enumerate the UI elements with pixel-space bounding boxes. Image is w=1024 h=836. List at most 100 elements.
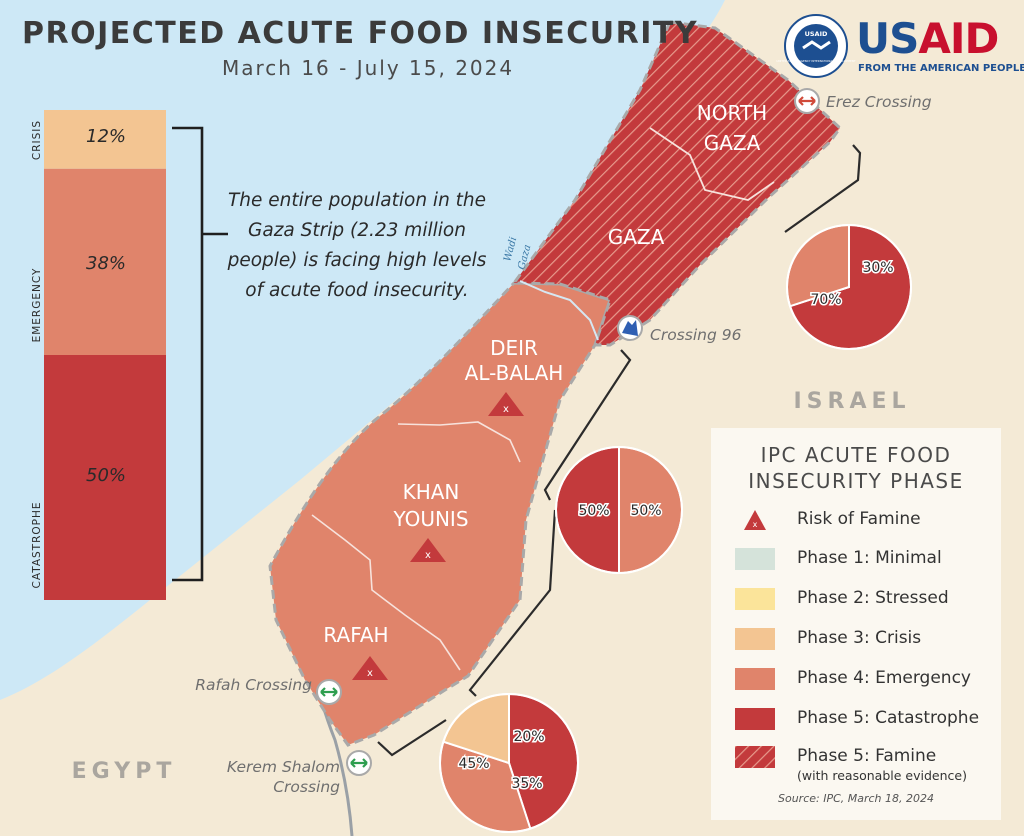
legend-hatch-swatch bbox=[735, 746, 775, 768]
famine-risk-triangle-icon: x bbox=[744, 510, 766, 530]
svg-text:x: x bbox=[753, 520, 758, 529]
famine-risk-khan: x bbox=[410, 538, 446, 562]
usaid-seal: USAID UNITED STATES AGENCY INTERNATIONAL… bbox=[776, 14, 856, 78]
boundary-rafah bbox=[311, 514, 461, 671]
page-title: PROJECTED ACUTE FOOD INSECURITY bbox=[22, 16, 699, 51]
crossing-96-marker bbox=[617, 315, 643, 341]
open-crossing-icon bbox=[350, 758, 368, 768]
region-north-gaza-line1: NORTH bbox=[697, 101, 767, 125]
warning-triangle-icon bbox=[410, 538, 446, 562]
pie-label: 70% bbox=[810, 292, 841, 308]
kerem-shalom-crossing-marker bbox=[346, 750, 372, 776]
warning-triangle-icon bbox=[488, 392, 524, 416]
warning-triangle-icon bbox=[352, 656, 388, 680]
region-khan-line1: KHAN bbox=[403, 480, 460, 504]
population-statement: The entire population in the Gaza Strip … bbox=[227, 190, 487, 301]
bracket-middle-lower bbox=[468, 509, 557, 697]
legend-swatch bbox=[735, 628, 775, 650]
handshake-icon bbox=[802, 40, 831, 50]
ipc-legend: IPC ACUTE FOOD INSECURITY PHASE x Risk o… bbox=[711, 428, 1001, 820]
legend-item-phase-5: Phase 5: Catastrophe bbox=[735, 705, 997, 735]
boundary-deir bbox=[397, 421, 521, 463]
bar-value-emergency: 38% bbox=[86, 253, 127, 274]
page-subtitle: March 16 - July 15, 2024 bbox=[222, 56, 515, 80]
usaid-wordmark-aid: AID bbox=[918, 14, 999, 63]
bracket-north bbox=[784, 144, 862, 233]
label-kerem-shalom-line1: Kerem Shalom bbox=[227, 758, 340, 776]
pie-outline bbox=[786, 224, 912, 350]
region-rafah: RAFAH bbox=[323, 623, 388, 647]
country-israel: ISRAEL bbox=[793, 389, 910, 414]
usaid-wordmark-us: US bbox=[856, 14, 919, 63]
seal-text: USAID bbox=[805, 30, 828, 38]
pie-outline bbox=[439, 693, 579, 833]
closed-crossing-icon bbox=[798, 96, 816, 106]
legend-title: IPC ACUTE FOOD INSECURITY PHASE bbox=[711, 442, 1001, 494]
bar-phase-catastrophe: CATASTROPHE bbox=[31, 502, 43, 589]
country-egypt: EGYPT bbox=[72, 759, 177, 784]
legend-swatch bbox=[735, 708, 775, 730]
pie-deir-khan: 50% 50% bbox=[555, 445, 683, 575]
bar-phase-crisis: CRISIS bbox=[31, 120, 43, 160]
pie-label: 20% bbox=[513, 729, 544, 745]
legend-label: Phase 1: Minimal bbox=[797, 548, 942, 568]
open-crossing-icon bbox=[320, 687, 338, 697]
wadi-gaza-line bbox=[519, 280, 599, 341]
pie-rafah: 45% 35% 20% bbox=[439, 692, 579, 833]
region-north-gaza-line2: GAZA bbox=[704, 131, 761, 155]
region-emergency-south bbox=[268, 281, 612, 747]
usaid-wordmark: USAID bbox=[856, 14, 999, 63]
famine-risk-deir: x bbox=[488, 392, 524, 416]
region-deir-line1: DEIR bbox=[490, 336, 538, 360]
legend-swatch bbox=[735, 588, 775, 610]
legend-title-line1: IPC ACUTE FOOD bbox=[760, 443, 952, 467]
famine-risk-rafah: x bbox=[352, 656, 388, 680]
bar-value-crisis: 12% bbox=[86, 126, 127, 147]
region-deir-line2: AL-BALAH bbox=[465, 361, 564, 385]
pie-outline bbox=[555, 446, 683, 574]
legend-label: Risk of Famine bbox=[797, 509, 921, 529]
legend-item-phase-2: Phase 2: Stressed bbox=[735, 585, 997, 615]
famine-mark: x bbox=[367, 668, 373, 679]
pie-label: 35% bbox=[511, 776, 542, 792]
mediterranean-sea bbox=[0, 0, 725, 700]
bar-segment-catastrophe bbox=[44, 355, 166, 600]
pie-label: 45% bbox=[458, 756, 489, 772]
bar-value-catastrophe: 50% bbox=[86, 465, 127, 486]
bar-segment-crisis bbox=[44, 110, 166, 169]
legend-item-phase-4: Phase 4: Emergency bbox=[735, 665, 997, 695]
boundary-north-gaza bbox=[649, 127, 775, 201]
legend-label: Phase 2: Stressed bbox=[797, 588, 949, 608]
legend-swatch bbox=[735, 668, 775, 690]
legend-label: Phase 5: Catastrophe bbox=[797, 708, 980, 728]
erez-crossing-marker bbox=[794, 88, 820, 114]
legend-item-phase-3: Phase 3: Crisis bbox=[735, 625, 997, 655]
pie-label: 50% bbox=[630, 503, 661, 519]
label-erez-crossing: Erez Crossing bbox=[826, 93, 932, 111]
usaid-tagline: FROM THE AMERICAN PEOPLE bbox=[858, 63, 1024, 74]
bracket-middle bbox=[543, 349, 632, 501]
famine-mark: x bbox=[503, 404, 509, 415]
crossing-96-icon bbox=[622, 320, 638, 336]
famine-mark: x bbox=[425, 550, 431, 561]
legend-item-famine: Phase 5: Famine (with reasonable evidenc… bbox=[735, 743, 997, 787]
legend-swatch bbox=[735, 548, 775, 570]
legend-title-line2: INSECURITY PHASE bbox=[748, 469, 964, 493]
population-bar bbox=[44, 110, 166, 600]
region-gaza: GAZA bbox=[608, 225, 665, 249]
bar-bracket bbox=[172, 126, 228, 582]
legend-label: Phase 4: Emergency bbox=[797, 668, 971, 688]
pie-label: 50% bbox=[578, 503, 609, 519]
label-crossing-96: Crossing 96 bbox=[650, 326, 742, 344]
pie-north-gaza: 70% 30% bbox=[786, 223, 912, 350]
seal-ring-text: UNITED STATES AGENCY INTERNATIONAL DEVEL… bbox=[776, 59, 856, 63]
legend-sublabel: (with reasonable evidence) bbox=[797, 768, 967, 783]
legend-label: Phase 3: Crisis bbox=[797, 628, 922, 648]
legend-label: Phase 5: Famine bbox=[797, 746, 937, 766]
bar-segment-emergency bbox=[44, 168, 166, 355]
source-note: Source: IPC, March 18, 2024 bbox=[777, 792, 935, 805]
usaid-logo: USAID FROM THE AMERICAN PEOPLE bbox=[784, 12, 1024, 84]
bar-phase-emergency: EMERGENCY bbox=[31, 268, 43, 343]
